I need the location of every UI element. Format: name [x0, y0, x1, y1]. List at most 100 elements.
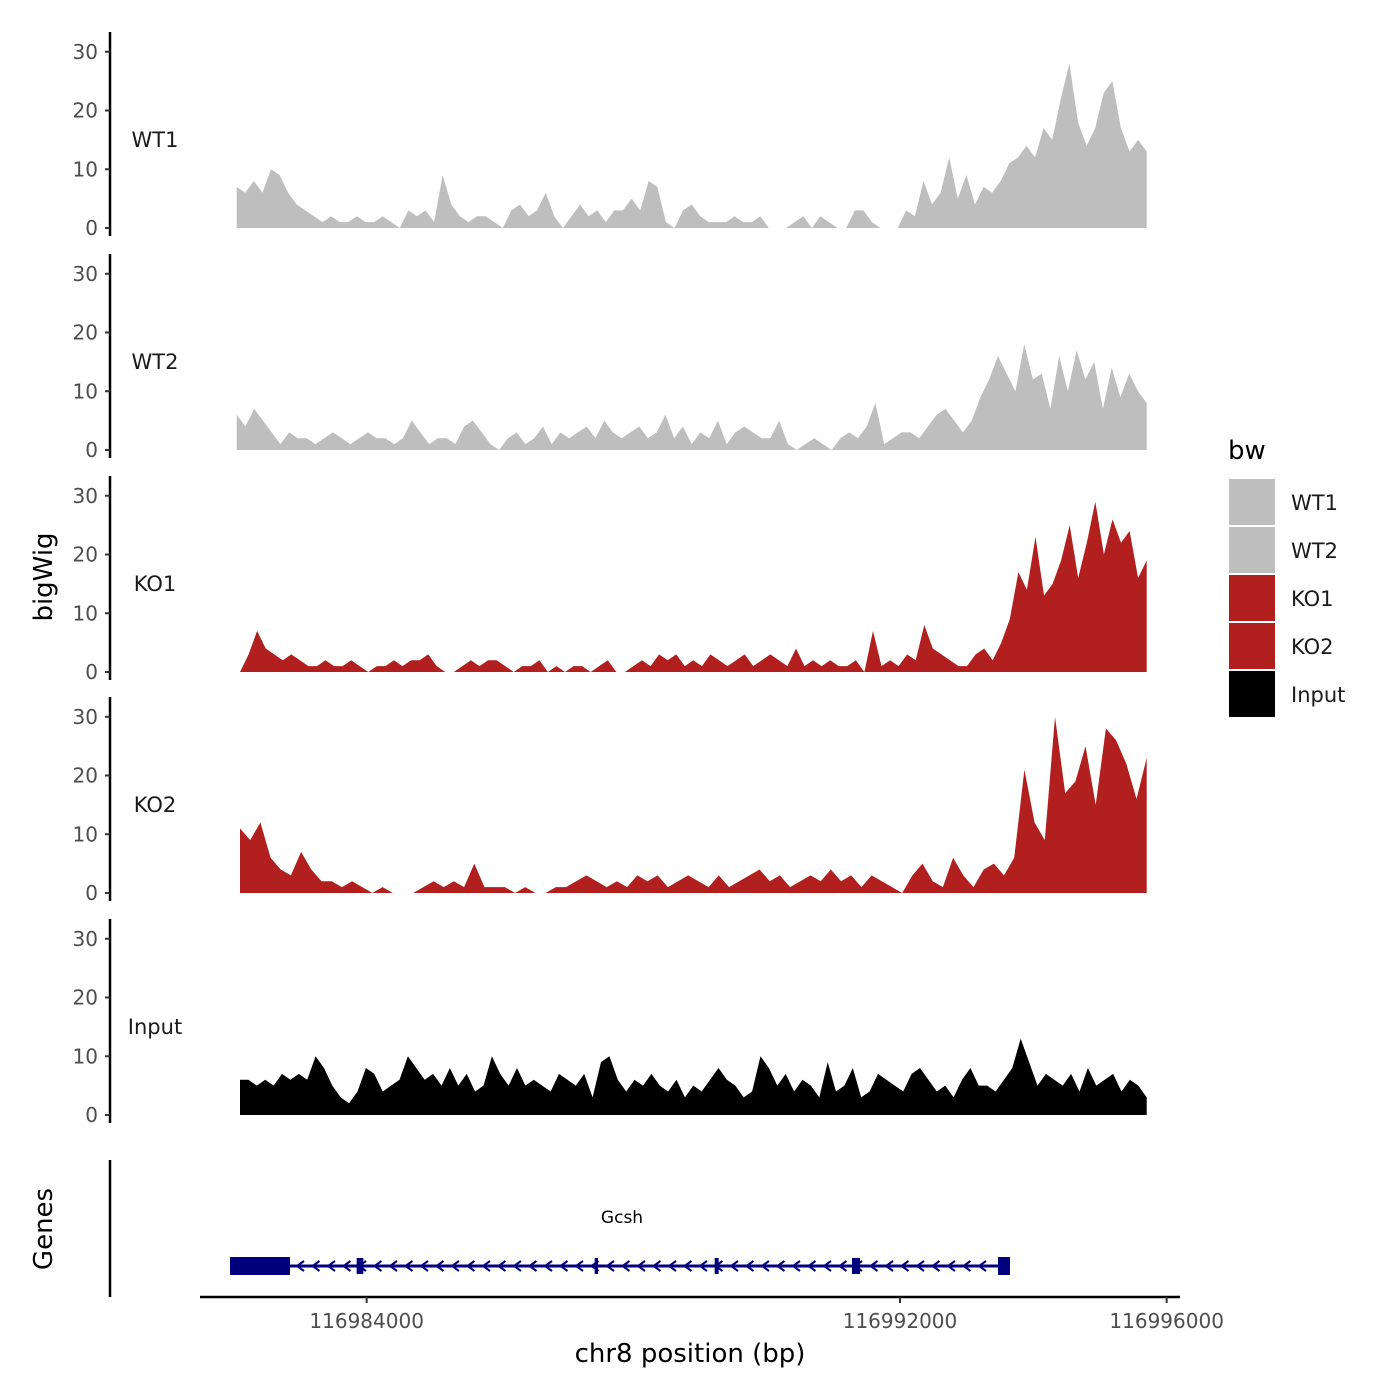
gene-exon: [714, 1258, 719, 1274]
legend: bw WT1 WT2 KO1 KO2 Input: [1228, 436, 1345, 717]
y-tick-label-input: 0: [85, 1103, 98, 1127]
x-axis-title: chr8 position (bp): [575, 1339, 806, 1369]
track-wt2: 0 10 20 30 WT2: [73, 254, 1147, 462]
strand-arrow-icon: [341, 1260, 352, 1272]
strand-arrow-icon: [930, 1260, 941, 1272]
gene-track: Gcsh: [108, 1160, 1010, 1297]
x-axis: 116984000 116992000 116996000: [200, 1295, 1224, 1333]
strand-arrow-icon: [558, 1260, 569, 1272]
y-tick-label-wt2: 0: [85, 438, 98, 462]
y-tick-label-wt2: 20: [73, 321, 98, 345]
y-tick-label-ko2: 0: [85, 881, 98, 905]
gene-exon: [998, 1257, 1010, 1275]
strand-arrow-icon: [326, 1260, 336, 1272]
gene-exon: [594, 1258, 598, 1274]
strand-arrow-icon: [496, 1260, 507, 1272]
strand-arrow-icon: [729, 1260, 739, 1272]
strand-arrow-icon: [605, 1260, 615, 1272]
strand-arrow-icon: [884, 1260, 894, 1272]
y-tick-label-ko1: 30: [73, 484, 98, 508]
y-tick-label-ko1: 0: [85, 660, 98, 684]
y-tick-label-wt1: 30: [73, 40, 98, 64]
legend-label-wt2: WT2: [1291, 539, 1338, 563]
legend-label-wt1: WT1: [1291, 491, 1338, 515]
strand-arrow-icon: [419, 1260, 429, 1272]
strand-arrow-icon: [977, 1260, 987, 1272]
y-tick-label-wt2: 10: [73, 379, 98, 403]
strand-arrow-icon: [620, 1260, 631, 1272]
track-label-ko2: KO2: [134, 793, 177, 817]
strand-arrow-icon: [698, 1260, 708, 1272]
track-label-wt2: WT2: [132, 350, 179, 374]
area-series-wt1: [236, 63, 1147, 228]
strand-arrow-icon: [372, 1260, 383, 1272]
strand-arrow-icon: [450, 1260, 460, 1272]
x-tick-label: 116992000: [843, 1309, 958, 1333]
strand-arrow-icon: [543, 1260, 553, 1272]
y-axis-title: bigWig: [29, 532, 59, 621]
y-tick-label-input: 30: [73, 927, 98, 951]
strand-arrow-icon: [512, 1260, 522, 1272]
strand-arrow-icon: [915, 1260, 925, 1272]
strand-arrow-icon: [868, 1260, 879, 1272]
strand-arrow-icon: [403, 1260, 414, 1272]
y-tick-label-wt1: 10: [73, 157, 98, 181]
area-series-ko2: [240, 716, 1147, 893]
legend-label-ko2: KO2: [1291, 635, 1334, 659]
legend-swatch-ko1: [1229, 575, 1275, 621]
y-tick-label-wt1: 20: [73, 99, 98, 123]
bigwig-tracks: 0 10 20 30 WT1 0 10 20 30 WT2 0 10 20 30 KO1 0 10 20 30 KO2…: [73, 32, 1147, 1127]
track-label-input: Input: [128, 1015, 182, 1039]
track-input: 0 10 20 30 Input: [73, 919, 1147, 1127]
legend-label-ko1: KO1: [1291, 587, 1334, 611]
strand-arrow-icon: [806, 1260, 817, 1272]
strand-arrow-icon: [837, 1260, 848, 1272]
strand-arrow-icon: [744, 1260, 755, 1272]
strand-arrow-icon: [791, 1260, 801, 1272]
y-tick-label-ko2: 10: [73, 822, 98, 846]
y-tick-label-ko2: 20: [73, 764, 98, 788]
legend-label-input: Input: [1291, 683, 1345, 707]
strand-arrow-icon: [636, 1260, 646, 1272]
gene-exon: [230, 1257, 290, 1275]
strand-arrow-icon: [667, 1260, 677, 1272]
strand-arrow-icon: [775, 1260, 786, 1272]
y-tick-label-wt1: 0: [85, 216, 98, 240]
legend-swatch-input: [1229, 671, 1275, 717]
legend-title: bw: [1228, 436, 1266, 466]
strand-arrow-icon: [527, 1260, 538, 1272]
strand-arrow-icon: [295, 1260, 305, 1272]
strand-arrow-icon: [946, 1260, 956, 1272]
area-series-ko1: [240, 501, 1147, 672]
strand-arrow-icon: [760, 1260, 770, 1272]
track-label-ko1: KO1: [134, 572, 177, 596]
y-tick-label-input: 10: [73, 1044, 98, 1068]
strand-arrow-icon: [574, 1260, 584, 1272]
gene-label: Gcsh: [601, 1208, 643, 1228]
strand-arrow-icon: [682, 1260, 693, 1272]
y-tick-label-ko1: 10: [73, 601, 98, 625]
strand-arrow-icon: [310, 1260, 321, 1272]
legend-swatch-ko2: [1229, 623, 1275, 669]
gene-exon: [852, 1258, 860, 1274]
track-ko1: 0 10 20 30 KO1: [73, 476, 1147, 684]
y-tick-label-ko2: 30: [73, 705, 98, 729]
y-tick-label-input: 20: [73, 986, 98, 1010]
gene-track-title: Genes: [29, 1188, 59, 1270]
track-ko2: 0 10 20 30 KO2: [73, 697, 1147, 905]
strand-arrow-icon: [481, 1260, 491, 1272]
area-series-wt2: [236, 344, 1147, 450]
strand-arrow-icon: [388, 1260, 398, 1272]
x-tick-label: 116984000: [309, 1309, 424, 1333]
strand-arrow-icon: [434, 1260, 445, 1272]
strand-arrow-icon: [961, 1260, 972, 1272]
legend-swatch-wt1: [1229, 479, 1275, 525]
y-tick-label-wt2: 30: [73, 262, 98, 286]
track-label-wt1: WT1: [132, 128, 179, 152]
legend-swatch-wt2: [1229, 527, 1275, 573]
strand-arrow-icon: [899, 1260, 910, 1272]
track-wt1: 0 10 20 30 WT1: [73, 32, 1147, 240]
y-tick-label-ko1: 20: [73, 543, 98, 567]
strand-arrow-icon: [465, 1260, 476, 1272]
